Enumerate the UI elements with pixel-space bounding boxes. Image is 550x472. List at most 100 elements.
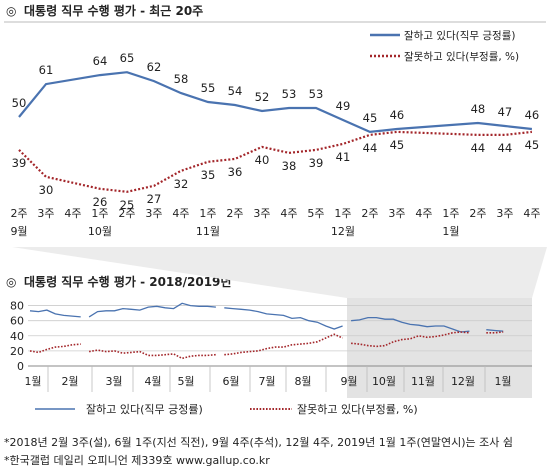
chart1-x-week-label: 2주	[118, 207, 135, 220]
zoom-connector	[12, 247, 547, 298]
chart1-x-week-label: 4주	[415, 207, 432, 220]
chart1-x-week-label: 3주	[496, 207, 513, 220]
chart1-negative-data-label: 44	[471, 141, 486, 155]
chart2-y-tick-label: 60	[10, 315, 24, 328]
recent-period-shade	[347, 298, 532, 398]
chart1-x-week-label: 4주	[523, 207, 540, 220]
chart1-positive-data-label: 49	[336, 99, 351, 113]
chart2-x-month-label: 2월	[61, 375, 78, 388]
chart1-positive-data-label: 61	[39, 63, 54, 77]
chart1-positive-data-label: 48	[471, 102, 486, 116]
chart1-positive-data-label: 55	[201, 81, 216, 95]
chart1-negative-data-label: 26	[93, 195, 108, 209]
chart1-negative-data-label: 45	[390, 138, 405, 152]
chart1-x-week-label: 2주	[226, 207, 243, 220]
chart1-positive-data-label: 65	[120, 51, 135, 65]
chart1-series-positive-line	[18, 71, 533, 134]
chart1-x-week-label: 3주	[253, 207, 270, 220]
chart2-series-negative-line	[351, 331, 470, 348]
chart1-negative-data-label: 32	[174, 177, 189, 191]
chart1-positive-data-label: 62	[147, 60, 162, 74]
chart2-series-positive-line	[351, 316, 470, 333]
chart1-x-week-label: 3주	[388, 207, 405, 220]
chart1-positive-data-label: 52	[255, 90, 270, 104]
chart1-negative-data-label: 39	[12, 156, 27, 170]
chart2-y-tick-label: 0	[17, 360, 24, 373]
chart1-x-week-label: 4주	[280, 207, 297, 220]
chart1-negative-data-label: 30	[39, 183, 54, 197]
chart2-x-month-label: 3월	[105, 375, 122, 388]
chart1-positive-data-label: 50	[12, 96, 27, 110]
chart2-legend-negative-label: 잘못하고 있다(부정률, %)	[297, 402, 418, 416]
chart2-x-month-label: 7월	[258, 375, 275, 388]
chart1-negative-data-label: 40	[255, 153, 270, 167]
chart2-series-positive-line	[88, 302, 216, 318]
chart2-x-month-label: 5월	[177, 375, 194, 388]
chart2-y-tick-label: 40	[10, 330, 24, 343]
chart2-x-month-label: 6월	[222, 375, 239, 388]
chart1-negative-data-label: 39	[309, 156, 324, 170]
chart1-positive-data-label: 46	[525, 108, 540, 122]
chart1-negative-data-label: 27	[147, 192, 162, 206]
chart2-legend-positive-label: 잘하고 있다(직무 긍정률)	[86, 402, 203, 416]
chart1-positive-data-label: 64	[93, 54, 108, 68]
chart1-x-week-label: 1주	[442, 207, 459, 220]
chart1-negative-data-label: 41	[336, 150, 351, 164]
chart2-series-negative-line	[224, 333, 343, 356]
footnote-source: *한국갤럽 데일리 오피니언 제339호 www.gallup.co.kr	[4, 454, 270, 467]
chart1-x-week-label: 4주	[64, 207, 81, 220]
chart2-series-positive-line	[29, 309, 81, 318]
chart2-y-tick-label: 20	[10, 345, 24, 358]
chart1-positive-data-label: 58	[174, 72, 189, 86]
chart2-series-negative-line	[486, 331, 504, 334]
chart1-x-month-label: 1월	[442, 225, 459, 238]
chart2-x-month-label: 1월	[24, 375, 41, 388]
chart1-positive-data-label: 54	[228, 84, 243, 98]
chart1-positive-data-label: 47	[498, 105, 513, 119]
chart2-series-negative-line	[29, 343, 81, 354]
chart1-legend-negative-label: 잘못하고 있다(부정률, %)	[404, 50, 519, 63]
chart2-series-negative-line	[88, 349, 216, 360]
chart2-x-month-label: 12월	[451, 375, 475, 388]
chart1-x-week-label: 4주	[172, 207, 189, 220]
chart2-x-month-label: 10월	[372, 375, 396, 388]
chart1-x-week-label: 5주	[307, 207, 324, 220]
chart1-x-week-label: 1주	[334, 207, 351, 220]
chart1-negative-data-label: 44	[363, 141, 378, 155]
chart1-x-week-label: 1주	[91, 207, 108, 220]
chart2-x-month-label: 11월	[411, 375, 435, 388]
chart2-x-month-label: 4월	[144, 375, 161, 388]
chart2-series-positive-line	[224, 307, 343, 330]
chart2-x-month-label: 8월	[294, 375, 311, 388]
chart1-x-month-label: 10월	[88, 225, 112, 238]
footnote-survey-breaks: *2018년 2월 3주(설), 6월 1주(지선 직전), 9월 4주(추석)…	[4, 436, 513, 449]
chart1-negative-data-label: 45	[525, 138, 540, 152]
chart1-negative-data-label: 25	[120, 198, 135, 212]
chart1-x-week-label: 2주	[361, 207, 378, 220]
chart1-title-icon: ◎	[6, 4, 16, 18]
chart1-x-week-label: 1주	[199, 207, 216, 220]
chart2-series-positive-line	[486, 329, 504, 332]
chart1-x-month-label: 11월	[196, 225, 220, 238]
chart1-negative-data-label: 44	[498, 141, 513, 155]
chart2-x-month-label: 9월	[340, 375, 357, 388]
chart1-series-negative-line	[18, 130, 533, 193]
chart1-negative-data-label: 38	[282, 159, 297, 173]
chart2-x-month-label: 1월	[494, 375, 511, 388]
chart1-negative-data-label: 35	[201, 168, 216, 182]
chart1-x-week-label: 2주	[469, 207, 486, 220]
chart1-positive-data-label: 53	[282, 87, 297, 101]
chart1-x-month-label: 9월	[10, 225, 27, 238]
chart2-title: 대통령 직무 수행 평가 - 2018/2019년	[24, 274, 231, 289]
chart1-x-week-label: 2주	[10, 207, 27, 220]
chart2-title-icon: ◎	[6, 275, 16, 289]
chart1-x-month-label: 12월	[331, 225, 355, 238]
chart1-positive-data-label: 46	[390, 108, 405, 122]
chart2-y-tick-label: 80	[10, 300, 24, 313]
chart1-positive-data-label: 53	[309, 87, 324, 101]
chart1-title: 대통령 직무 수행 평가 - 최근 20주	[24, 3, 203, 18]
chart1-negative-data-label: 36	[228, 165, 243, 179]
chart1-x-week-label: 3주	[37, 207, 54, 220]
chart1-x-week-label: 3주	[145, 207, 162, 220]
